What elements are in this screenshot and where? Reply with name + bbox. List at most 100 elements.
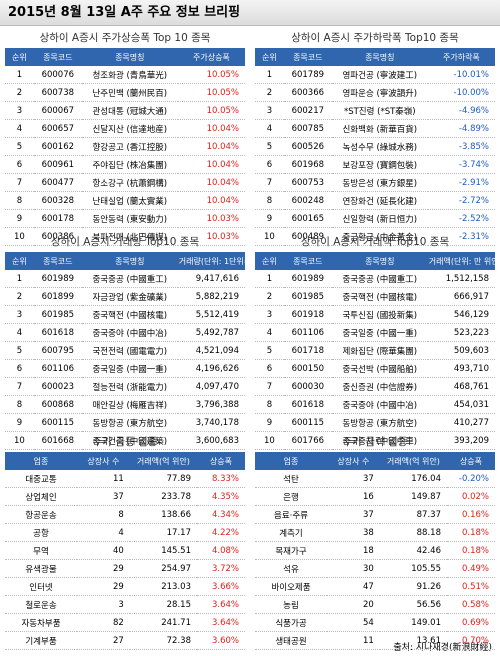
table-cell: 601899	[33, 287, 82, 306]
table-cell: 4.08%	[196, 541, 245, 560]
table-row: 대중교통 11 77.89 8.33%	[5, 470, 245, 488]
column-header: 순위	[5, 48, 34, 66]
column-header: 순위	[255, 252, 284, 270]
table-row: 기계부품 27 72.38 3.60%	[5, 631, 245, 650]
table-row: 10 600386 북파전매 (北巴傳媒) 10.03%	[5, 227, 245, 246]
table-cell: 54	[327, 613, 380, 632]
table-row: 8 600248 연장화건 (延長化建) -2.72%	[255, 191, 495, 210]
table-cell: 10.05%	[177, 66, 245, 84]
table-row: 10 600489 중금황금 (中金黃金) -2.31%	[255, 227, 495, 246]
table-cell: 농림	[255, 595, 327, 614]
table-cell: 600328	[33, 191, 82, 210]
table-cell: 600477	[33, 173, 82, 192]
data-table: 순위 종목코드 종목명칭 주가상승폭 1 600076 청조화광 (青鳥華光) 10.05% 2…	[5, 48, 245, 246]
table-cell: 영파운승 (寧波韻升)	[331, 83, 428, 102]
column-header: 업종	[5, 452, 77, 470]
table-cell: 600115	[33, 413, 82, 432]
header-row: 업종 상장사 수 거래액(억 위안) 상승폭	[255, 452, 495, 470]
table-cell: 8	[5, 395, 34, 414]
table-cell: 0.18%	[446, 541, 495, 560]
table-row: 목재가구 18 42.46 0.18%	[255, 541, 495, 560]
table-cell: 7	[255, 377, 284, 396]
table-row: 4 601618 중국중야 (中國中冶) 5,492,787	[5, 323, 245, 342]
table-cell: 37	[327, 470, 380, 488]
column-header: 업종	[255, 452, 327, 470]
table-row: 식품가공 54 149.01 0.69%	[255, 613, 495, 632]
table-cell: 410,277	[427, 413, 495, 432]
table-cell: 10.04%	[177, 119, 245, 138]
table-cell: -10.00%	[427, 83, 495, 102]
section-title: 상하이 A증시 주가상승폭 Top 10 종목	[39, 32, 211, 44]
table-cell: -0.20%	[446, 470, 495, 488]
table-row: 3 600217 *ST진령 (*ST秦嶺) -4.96%	[255, 101, 495, 120]
table-cell: 9	[5, 209, 34, 228]
section-title: 주가 급등 업종	[92, 436, 158, 448]
table-cell: -2.52%	[427, 209, 495, 228]
table-cell: 600785	[283, 119, 332, 138]
column-header: 순위	[255, 48, 284, 66]
table-row: 석유 30 105.55 0.49%	[255, 559, 495, 578]
table-cell: -3.74%	[427, 155, 495, 174]
table-cell: 10.05%	[177, 83, 245, 102]
table-cell: 자동차부품	[5, 613, 77, 632]
column-header: 종목코드	[283, 252, 332, 270]
table-cell: 중국핵전 (中國核電)	[331, 287, 428, 306]
table-row: 8 600328 난태실업 (蘭太實業) 10.04%	[5, 191, 245, 210]
table-cell: 7	[5, 173, 34, 192]
table-cell: 0.02%	[446, 487, 495, 506]
table-cell: 149.01	[379, 613, 447, 632]
data-table: 순위 종목코드 종목명칭 주가하락폭 1 601789 영파건공 (寧波建工) -10.01%…	[255, 48, 495, 246]
table-row: 6 600150 중국선박 (中國船舶) 493,710	[255, 359, 495, 378]
table-cell: 1,512,158	[427, 270, 495, 288]
table-row: 1 600076 청조화광 (青鳥華光) 10.05%	[5, 66, 245, 84]
table-cell: 상업체인	[5, 487, 77, 506]
table-row: 4 600657 신달지산 (信達地産) 10.04%	[5, 119, 245, 138]
table-cell: 2	[255, 287, 284, 306]
column-header: 순위	[5, 252, 34, 270]
table-cell: 8	[77, 505, 130, 524]
table-row: 10 601668 중국건축 (中國建築) 3,600,683	[5, 431, 245, 450]
table-cell: -10.01%	[427, 66, 495, 84]
table-cell: 동안동력 (東安動力)	[81, 209, 178, 228]
column-header: 거래량(단위: 1단위=100주)	[177, 252, 245, 270]
table-cell: 3,796,388	[177, 395, 245, 414]
header-row: 순위 종목코드 종목명칭 주가하락폭	[255, 48, 495, 66]
table-row: 8 600868 매안길상 (梅雁吉祥) 3,796,388	[5, 395, 245, 414]
table-cell: 600386	[33, 227, 82, 246]
table-cell: 601766	[283, 431, 332, 450]
table-cell: 16	[327, 487, 380, 506]
table-cell: 중국중야 (中國中冶)	[331, 395, 428, 414]
table-cell: 매안길상 (梅雁吉祥)	[81, 395, 178, 414]
table-cell: 4.34%	[196, 505, 245, 524]
table-row: 9 600115 동방항공 (東方航空) 410,277	[255, 413, 495, 432]
table-cell: 17.17	[129, 523, 197, 542]
table-cell: 149.87	[379, 487, 447, 506]
column-header: 주가상승폭	[177, 48, 245, 66]
table-cell: 7	[255, 173, 284, 192]
table-row: 5 601718 제화집단 (際華集團) 509,603	[255, 341, 495, 360]
table-cell: 77.89	[129, 470, 197, 488]
table-cell: 4,196,626	[177, 359, 245, 378]
table-cell: 연장화건 (延長化建)	[331, 191, 428, 210]
table-cell: 청조화광 (青鳥華光)	[81, 66, 178, 84]
table-cell: 8.33%	[196, 470, 245, 488]
table-row: 인터넷 29 213.03 3.66%	[5, 577, 245, 596]
table-cell: 138.66	[129, 505, 197, 524]
table-cell: 4	[77, 523, 130, 542]
table-row: 9 600115 동방항공 (東方航空) 3,740,178	[5, 413, 245, 432]
column-header: 상승폭	[196, 452, 245, 470]
table-cell: 105.55	[379, 559, 447, 578]
table-cell: 바이오제품	[255, 577, 327, 596]
table-cell: 38	[327, 523, 380, 542]
table-cell: 중금황금 (中金黃金)	[331, 227, 428, 246]
table-cell: 601985	[283, 287, 332, 306]
table-cell: 중국중야 (中國中冶)	[81, 323, 178, 342]
table-cell: 녹성수무 (綠城水務)	[331, 137, 428, 156]
table-cell: 0.69%	[446, 613, 495, 632]
table-row: 9 600178 동안동력 (東安動力) 10.03%	[5, 209, 245, 228]
table-cell: 목재가구	[255, 541, 327, 560]
table-cell: 600795	[33, 341, 82, 360]
table-cell: 10	[255, 431, 284, 450]
table-cell: 은행	[255, 487, 327, 506]
